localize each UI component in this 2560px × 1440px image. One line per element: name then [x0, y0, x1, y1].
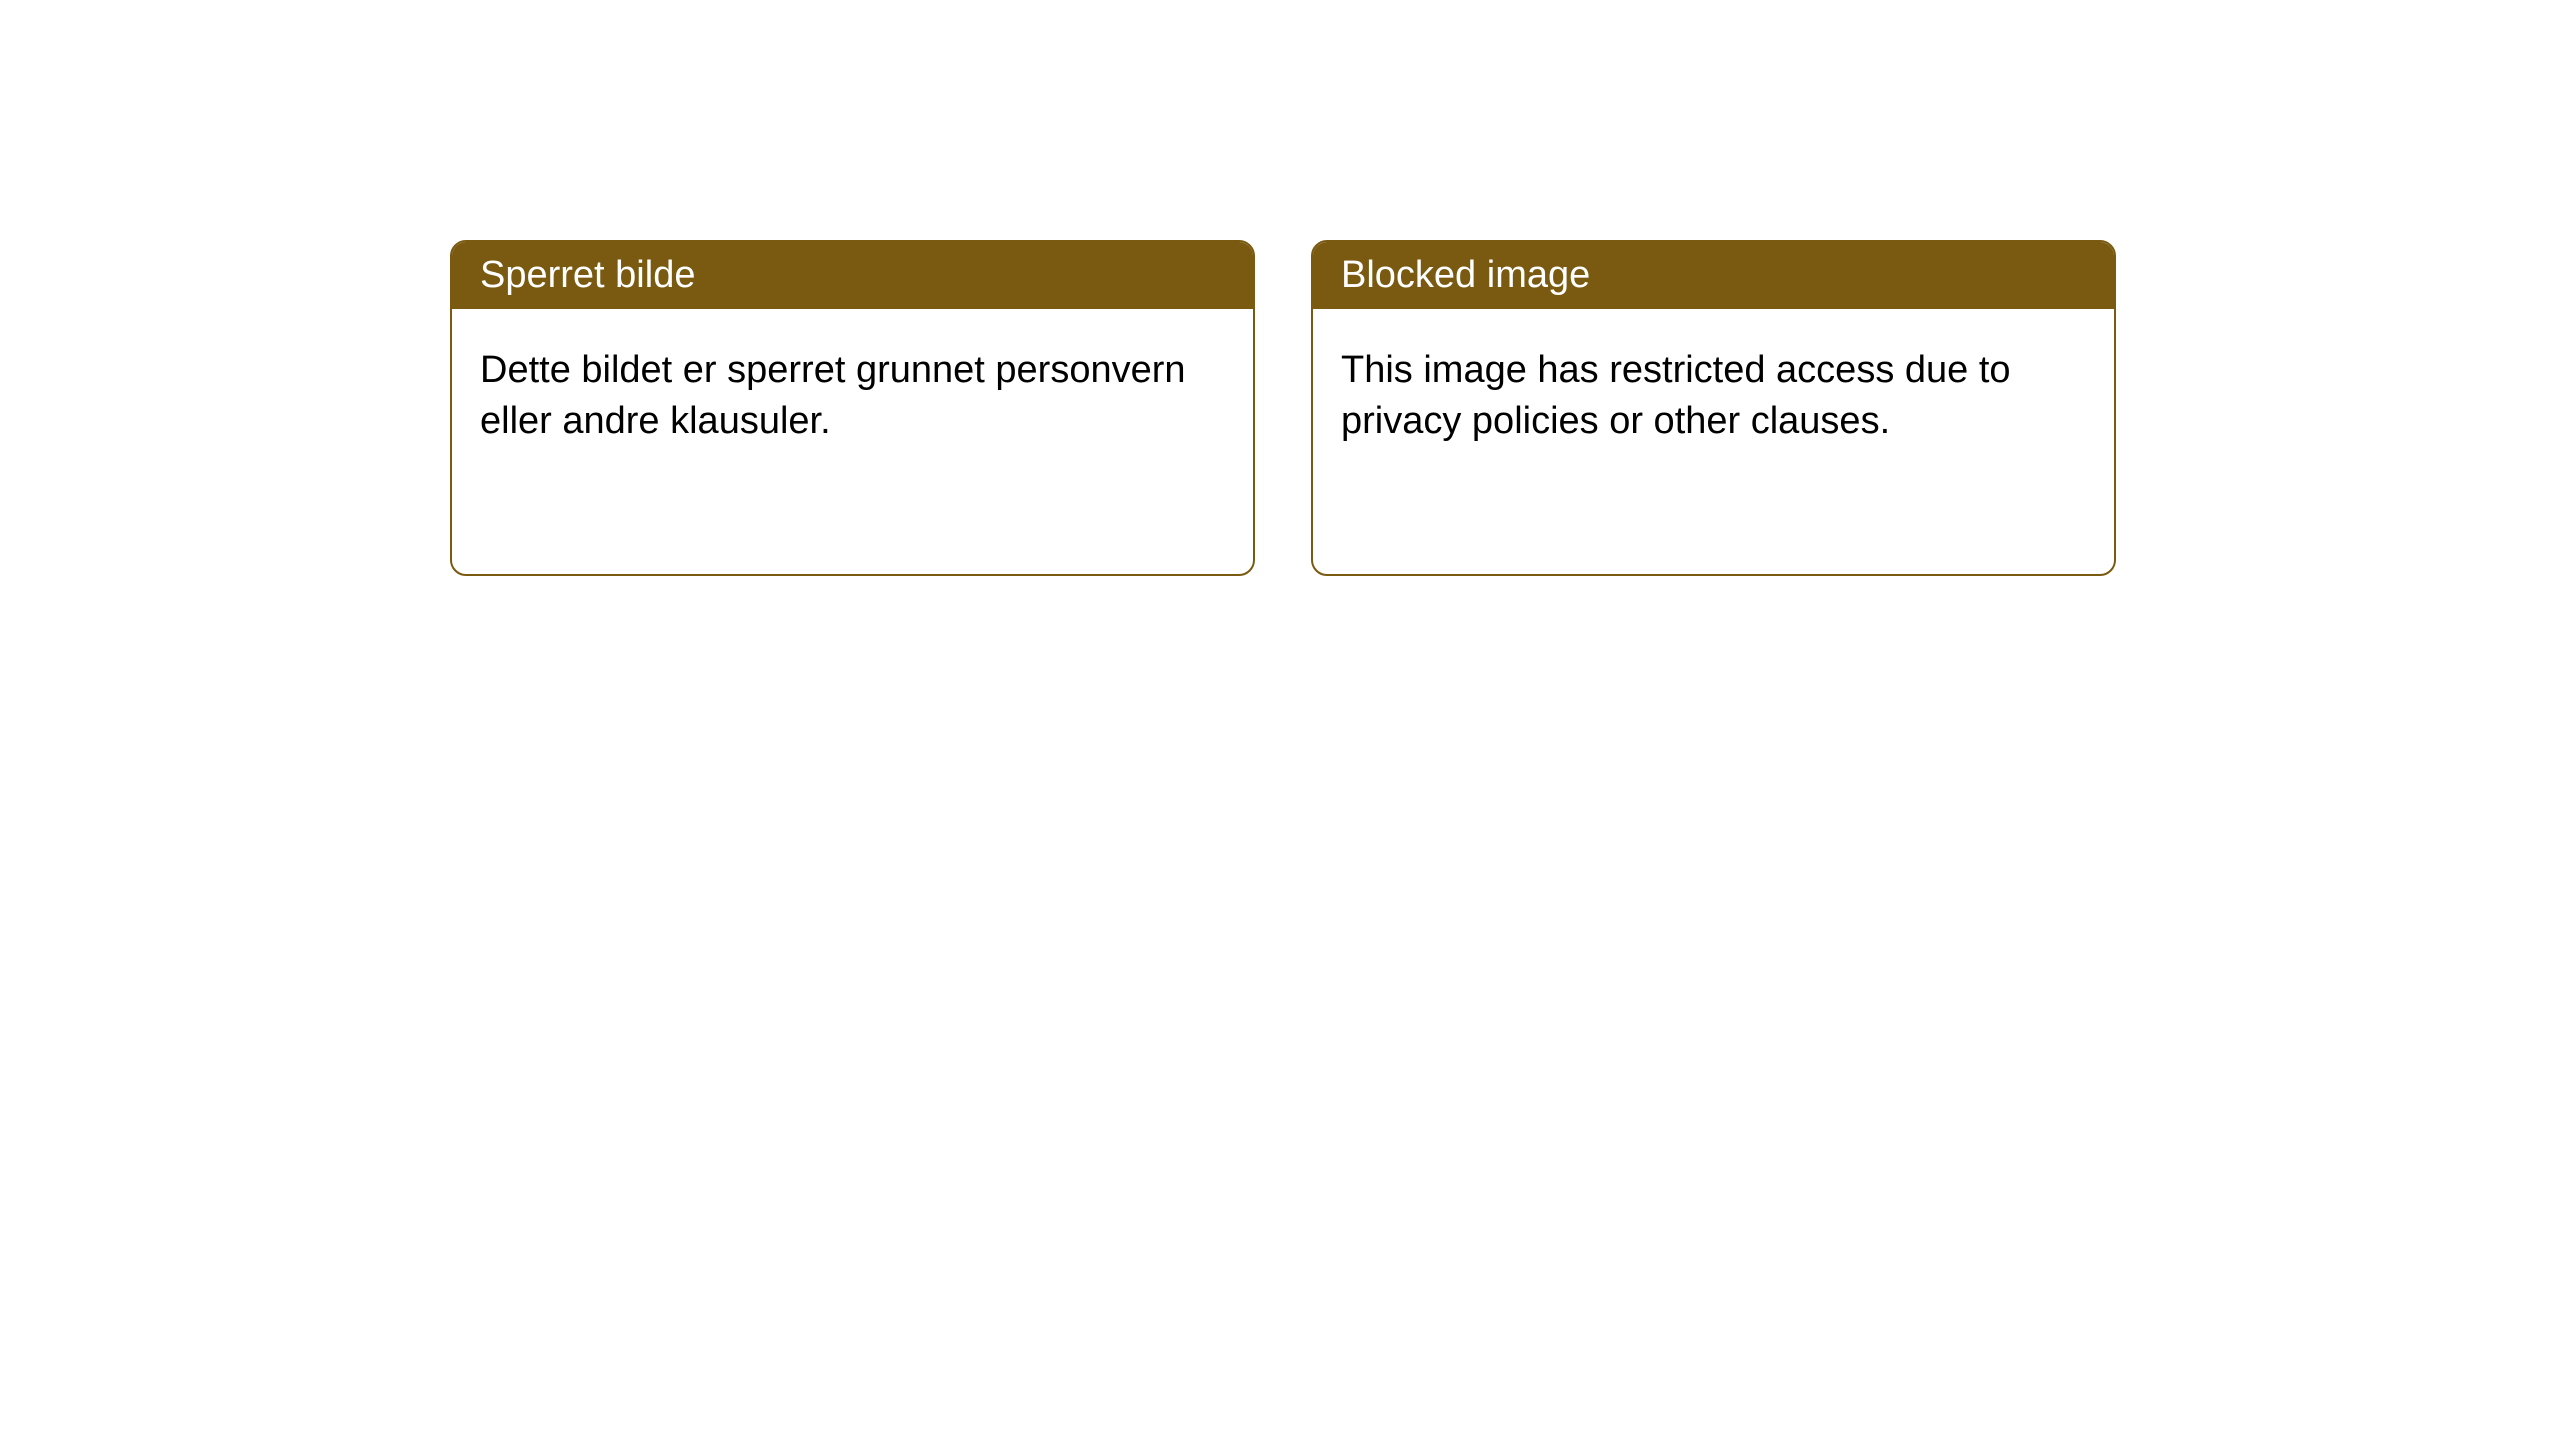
- notice-card-english: Blocked image This image has restricted …: [1311, 240, 2116, 576]
- notice-body-english: This image has restricted access due to …: [1313, 309, 2114, 484]
- notice-card-norwegian: Sperret bilde Dette bildet er sperret gr…: [450, 240, 1255, 576]
- notice-header-norwegian: Sperret bilde: [452, 242, 1253, 309]
- notice-container: Sperret bilde Dette bildet er sperret gr…: [0, 0, 2560, 576]
- notice-header-english: Blocked image: [1313, 242, 2114, 309]
- notice-text-english: This image has restricted access due to …: [1341, 349, 2011, 442]
- notice-title-norwegian: Sperret bilde: [480, 254, 695, 296]
- notice-title-english: Blocked image: [1341, 254, 1590, 296]
- notice-body-norwegian: Dette bildet er sperret grunnet personve…: [452, 309, 1253, 484]
- notice-text-norwegian: Dette bildet er sperret grunnet personve…: [480, 349, 1186, 442]
